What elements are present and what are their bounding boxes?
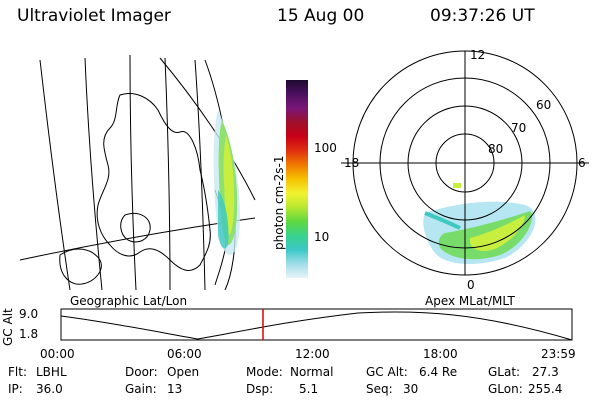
ip-label: IP:	[8, 382, 23, 396]
longitude-line	[194, 59, 206, 290]
altitude-xtick-4: 23:59	[541, 347, 576, 361]
aurora-oval-geo	[213, 110, 240, 255]
glat-label: GLat:	[488, 365, 521, 379]
altitude-xtick-3: 18:00	[423, 347, 458, 361]
apex-caption: Apex MLat/MLT	[425, 294, 515, 308]
mode-label: Mode:	[246, 365, 283, 379]
coastline	[96, 93, 211, 271]
altitude-ytick-1: 1.8	[19, 327, 39, 341]
gain-value: 13	[167, 382, 183, 396]
altitude-xtick-0: 00:00	[40, 347, 75, 361]
geographic-map	[19, 54, 256, 290]
geographic-caption: Geographic Lat/Lon	[70, 294, 188, 308]
altitude-xtick-1: 06:00	[167, 347, 202, 361]
colorbar-tick-100: 100	[314, 141, 337, 155]
longitude-line	[129, 54, 137, 290]
ip-value: 36.0	[36, 382, 63, 396]
gcalt-label: GC Alt:	[366, 365, 408, 379]
polar-plot: 12 18 6 0 60 70 80	[341, 48, 589, 292]
globe-limb	[159, 57, 256, 201]
door-label: Door:	[125, 365, 158, 379]
altitude-frame	[60, 308, 573, 341]
longitude-line	[39, 59, 71, 290]
filter-value: LBHL	[36, 365, 67, 379]
colorbar-label: photon cm-2s-1	[272, 155, 286, 251]
seq-label: Seq:	[366, 382, 393, 396]
lat-label-80: 80	[488, 142, 503, 156]
mode-value: Normal	[290, 365, 334, 379]
altitude-ylabel: GC Alt	[1, 308, 15, 346]
seq-value: 30	[403, 382, 419, 396]
altitude-xtick-2: 12:00	[295, 347, 330, 361]
gain-label: Gain:	[125, 382, 157, 396]
aurora-oval-polar	[423, 183, 536, 265]
lat-label-60: 60	[536, 98, 551, 112]
coastline	[120, 213, 151, 243]
altitude-curve	[60, 311, 573, 341]
date-label: 15 Aug 00	[277, 6, 365, 26]
longitude-line	[164, 57, 171, 290]
mlt-label-6: 6	[578, 156, 586, 170]
glon-value: 255.4	[528, 382, 563, 396]
coastline	[59, 248, 102, 285]
altitude-ytick-9: 9.0	[19, 307, 39, 321]
mlt-label-12: 12	[470, 48, 485, 62]
door-value: Open	[167, 365, 200, 379]
colorbar-tick-10: 10	[314, 230, 330, 244]
instrument-title: Ultraviolet Imager	[17, 6, 171, 26]
colorbar-gradient	[286, 80, 308, 278]
dsp-value: 5.1	[299, 382, 319, 396]
mlt-label-0: 0	[467, 278, 475, 292]
colorbar	[286, 80, 308, 278]
dsp-label: Dsp:	[246, 382, 274, 396]
longitude-line	[84, 57, 103, 290]
gcalt-value: 6.4 Re	[419, 365, 458, 379]
altitude-plot	[60, 308, 573, 341]
filter-label: Flt:	[8, 365, 27, 379]
glon-label: GLon:	[488, 382, 523, 396]
time-label: 09:37:26 UT	[430, 6, 535, 26]
glat-value: 27.3	[532, 365, 559, 379]
mlt-label-18: 18	[344, 156, 359, 170]
lat-label-70: 70	[511, 121, 526, 135]
